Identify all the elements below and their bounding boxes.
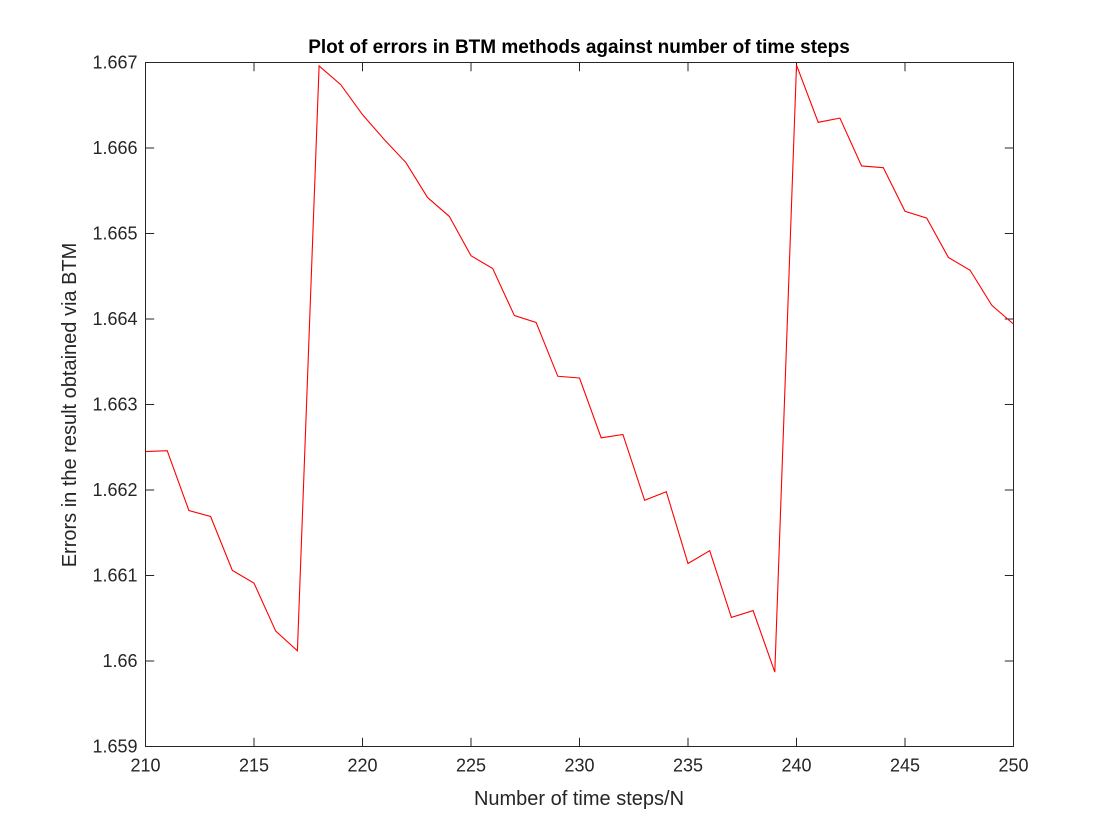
x-tick-label: 210	[130, 756, 160, 776]
y-tick-label: 1.661	[92, 566, 137, 586]
y-tick-label: 1.667	[92, 53, 137, 73]
y-tick-label: 1.662	[92, 480, 137, 500]
y-tick-label: 1.666	[92, 138, 137, 158]
y-tick-label: 1.659	[92, 737, 137, 757]
y-axis-label: Errors in the result obtained via BTM	[59, 243, 81, 568]
chart-title: Plot of errors in BTM methods against nu…	[308, 37, 850, 58]
x-tick-label: 230	[564, 756, 594, 776]
y-tick-label: 1.663	[92, 395, 137, 415]
x-tick-label: 225	[456, 756, 486, 776]
x-tick-label: 250	[998, 756, 1028, 776]
x-axis-label: Number of time steps/N	[474, 788, 684, 810]
plot-area	[145, 62, 1014, 747]
x-tick-label: 235	[673, 756, 703, 776]
y-tick-label: 1.664	[92, 309, 137, 329]
tick-labels: 210 215 220 225 230 235 240 245 250 1.659 1.66 1.66…	[92, 53, 1028, 776]
x-tick-label: 245	[890, 756, 920, 776]
x-tick-label: 220	[347, 756, 377, 776]
series-line	[145, 64, 1014, 673]
series-group	[145, 64, 1014, 673]
y-tick-label: 1.66	[102, 651, 137, 671]
x-tick-label: 240	[781, 756, 811, 776]
y-tick-label: 1.665	[92, 224, 137, 244]
x-tick-label: 215	[239, 756, 269, 776]
